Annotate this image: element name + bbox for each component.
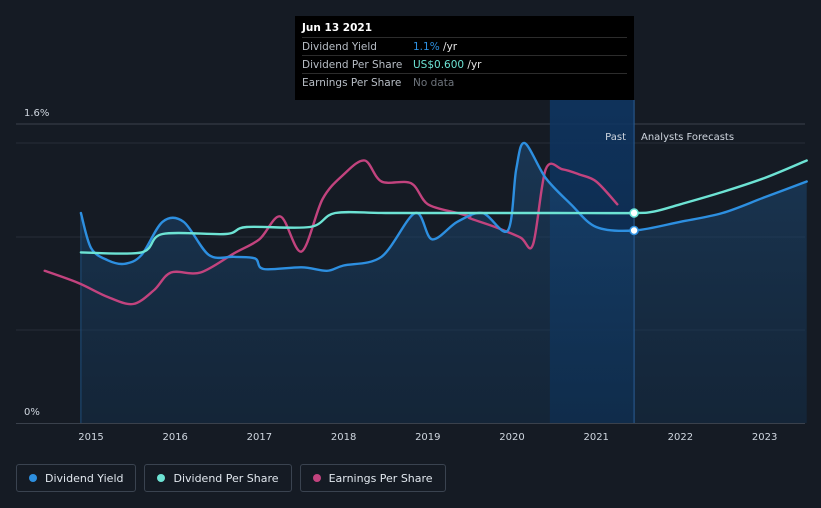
legend-label: Earnings Per Share: [328, 471, 433, 485]
tooltip: Jun 13 2021 Dividend Yield 1.1% /yr Divi…: [295, 16, 634, 100]
y-axis-labels: 1.6% 0%: [24, 108, 49, 418]
x-tick-label: 2021: [583, 432, 608, 443]
tooltip-date: Jun 13 2021: [302, 22, 373, 34]
y-tick-label: 1.6%: [24, 108, 49, 119]
tooltip-label: Dividend Yield: [302, 40, 377, 53]
x-tick-label: 2018: [331, 432, 356, 443]
dividend-per-share-line: [79, 159, 808, 255]
x-axis-labels: 2015 2016 2017 2018 2019 2020 2021 2022 2023: [78, 432, 777, 443]
earnings-per-share-dot-icon: [312, 474, 321, 482]
tooltip-unit: /yr: [464, 58, 482, 71]
tooltip-value: No data: [413, 76, 455, 89]
tooltip-row-dividend-yield: Dividend Yield 1.1% /yr: [302, 37, 627, 55]
dividend-yield-line: [79, 141, 808, 273]
tooltip-label: Dividend Per Share: [302, 58, 403, 71]
x-tick-label: 2015: [78, 432, 103, 443]
legend: Dividend Yield Dividend Per Share Earnin…: [16, 464, 446, 492]
x-tick-label: 2019: [415, 432, 440, 443]
y-tick-label: 0%: [24, 407, 40, 418]
tooltip-value: US$0.600: [413, 58, 465, 71]
series-areas: [80, 142, 807, 423]
x-tick-label: 2023: [752, 432, 777, 443]
tooltip-value: 1.1%: [413, 40, 440, 53]
x-tick-label: 2017: [247, 432, 272, 443]
dividend-per-share-marker: [629, 208, 639, 218]
dividend-yield-marker: [629, 225, 639, 236]
dividend-yield-dot-icon: [29, 474, 37, 482]
legend-label: Dividend Per Share: [173, 471, 279, 485]
legend-label: Dividend Yield: [45, 471, 124, 485]
tooltip-label: Earnings Per Share: [302, 76, 402, 89]
past-label: Past: [605, 132, 626, 143]
tooltip-unit: /yr: [439, 40, 458, 53]
tooltip-row-dividend-per-share: Dividend Per Share US$0.600 /yr: [302, 55, 627, 73]
forecast-label: Analysts Forecasts: [641, 132, 734, 143]
legend-item-dividend-per-share[interactable]: Dividend Per Share: [144, 464, 292, 492]
x-tick-label: 2022: [668, 432, 693, 443]
dividend-per-share-dot-icon: [157, 474, 166, 482]
legend-item-earnings-per-share[interactable]: Earnings Per Share: [299, 464, 446, 492]
legend-item-dividend-yield[interactable]: Dividend Yield: [16, 464, 137, 492]
tooltip-row-earnings-per-share: Earnings Per Share No data: [302, 73, 627, 91]
x-tick-label: 2016: [162, 432, 187, 443]
series-lines: [43, 141, 808, 306]
series-markers: [629, 208, 639, 236]
x-tick-label: 2020: [499, 432, 524, 443]
earnings-per-share-line: [43, 159, 619, 306]
dividend-yield-area: [80, 142, 807, 423]
